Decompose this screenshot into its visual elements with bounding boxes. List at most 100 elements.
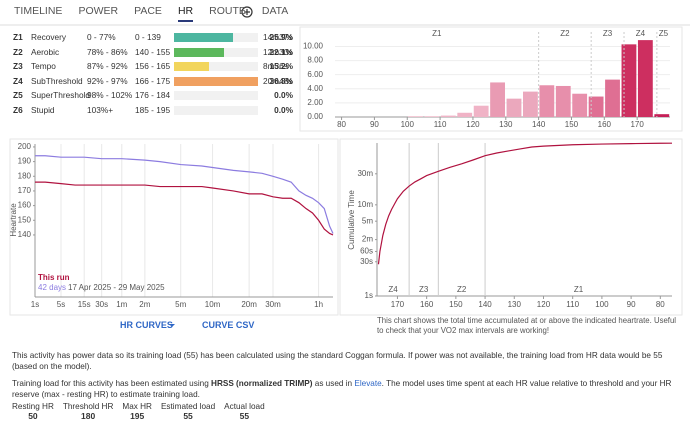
training-note: Training load for this activity has been… — [12, 378, 680, 400]
x-tick-label: 90 — [370, 120, 379, 129]
x-tick-label: 80 — [337, 120, 346, 129]
bar — [621, 44, 637, 117]
y-tick-label: 4.00 — [307, 84, 323, 93]
zone-cell: Z1 — [13, 32, 23, 42]
zone-label: Z3 — [419, 285, 429, 294]
y-tick-label: 30s — [360, 257, 373, 266]
bar — [588, 96, 604, 117]
curve-csv-button[interactable]: CURVE CSV — [202, 320, 255, 330]
x-tick-label: 130 — [508, 300, 522, 309]
zone-row: Z4 SubThreshold 92% - 97% 166 - 175 20m48s 36… — [13, 75, 293, 88]
zone-cell: 92% - 97% — [87, 75, 128, 86]
zone-cell: 98% - 102% — [87, 90, 133, 101]
stat-value: 180 — [81, 411, 96, 421]
zone-percent: 0.0% — [274, 105, 293, 115]
y-tick-label: 150 — [18, 215, 32, 224]
x-tick-label: 170 — [391, 300, 405, 309]
zone-bar — [174, 47, 225, 57]
zone-cell: Recovery — [31, 32, 67, 42]
zone-cell: Z4 — [13, 75, 23, 86]
zone-label: Z1 — [432, 29, 442, 38]
hr-curves-button[interactable]: HR CURVES — [120, 320, 173, 330]
tab[interactable]: ROUTE — [209, 5, 246, 17]
zone-cell: 20m48s — [263, 75, 293, 86]
x-tick-label: 10m — [205, 300, 221, 309]
x-tick-label: 20m — [241, 300, 257, 309]
bar — [506, 98, 522, 117]
stats: Resting HR 50 Threshold HR 180 Max HR 195 Esti… — [12, 402, 265, 421]
y-tick-label: 1s — [365, 291, 373, 300]
y-tick-label: 170 — [18, 186, 32, 195]
stat-label: Threshold HR — [62, 402, 114, 411]
x-tick-label: 130 — [499, 120, 513, 129]
elevate-link[interactable]: Elevate — [354, 379, 382, 388]
bar — [408, 116, 423, 117]
zone-label: Z5 — [659, 29, 669, 38]
tab[interactable]: HR — [177, 5, 194, 22]
tab[interactable]: PACE — [134, 5, 162, 17]
x-tick-label: 100 — [595, 300, 609, 309]
zone-cell: 140 - 155 — [135, 46, 171, 57]
zone-cell: 8m36s — [263, 61, 288, 72]
x-tick-label: 15s — [78, 300, 91, 309]
x-tick-label: 170 — [630, 120, 644, 129]
y-tick-label: 0.00 — [307, 112, 323, 121]
y-tick-label: 6.00 — [307, 70, 323, 79]
y-tick-label: 160 — [18, 201, 32, 210]
bar — [490, 82, 505, 117]
zone-row: Z3 Tempo 87% - 92% 156 - 165 8m36s 15.2% — [13, 60, 293, 73]
hr-curve-card — [9, 138, 339, 316]
zone-cell: 87% - 92% — [87, 61, 128, 72]
zone-label: Z4 — [636, 29, 646, 38]
zone-cell: Aerobic — [31, 46, 60, 57]
zone-cell: 156 - 165 — [135, 61, 171, 72]
bar — [424, 116, 440, 117]
x-tick-label: 140 — [532, 120, 546, 129]
zone-cell: 12m30s — [263, 46, 293, 57]
tab[interactable]: POWER — [78, 5, 119, 17]
tab[interactable]: DATA — [261, 5, 289, 17]
y-tick-label: 10.00 — [303, 42, 324, 51]
bar — [654, 114, 670, 117]
stat-label: Estimated load — [160, 402, 216, 411]
stat-value: 50 — [28, 411, 38, 421]
zone-label: Z2 — [457, 285, 467, 294]
x-tick-label: 110 — [434, 120, 447, 129]
stat-label: Resting HR — [12, 402, 54, 411]
zone-percent: 0.0% — [274, 90, 293, 101]
zone-bar — [174, 76, 258, 86]
bar — [457, 112, 473, 117]
zone-label: Z3 — [603, 29, 613, 38]
zone-cell: Z6 — [13, 105, 23, 115]
bar — [440, 115, 456, 117]
bar — [555, 85, 571, 117]
text: . The model uses time spent at each HR v… — [12, 379, 672, 399]
zone-bar — [174, 62, 209, 72]
text: as used in — [312, 379, 355, 388]
x-tick-label: 140 — [478, 300, 492, 309]
x-tick-label: 120 — [466, 120, 480, 129]
zone-cell: Tempo — [31, 61, 56, 72]
legend-entry: 42 days — [38, 283, 66, 292]
zone-row: Z5 SuperThreshold 98% - 102% 176 - 184 0.0% — [13, 89, 293, 102]
legend-entry: This run — [38, 273, 70, 282]
bar — [539, 85, 555, 117]
tab[interactable]: TIMELINE — [14, 5, 63, 17]
x-tick-label: 120 — [537, 300, 551, 309]
bar — [523, 91, 538, 117]
x-tick-label: 30s — [95, 300, 108, 309]
y-tick-label: 190 — [18, 157, 32, 166]
stat-value: 55 — [183, 411, 193, 421]
zone-cell: 176 - 184 — [135, 90, 171, 101]
power-note: This activity has power data so its trai… — [12, 351, 663, 371]
zone-cell: Z5 — [13, 90, 23, 101]
add-tab-icon[interactable] — [241, 6, 253, 18]
stat-value: 55 — [239, 411, 250, 421]
bold-text: HRSS (normalized TRIMP) — [211, 379, 313, 388]
y-axis-label: Cumulative Time — [347, 190, 356, 250]
cumulative-line — [377, 142, 673, 265]
x-tick-label: 110 — [566, 300, 579, 309]
zone-cell: Stupid — [31, 105, 55, 115]
zone-label: Z2 — [560, 29, 570, 38]
